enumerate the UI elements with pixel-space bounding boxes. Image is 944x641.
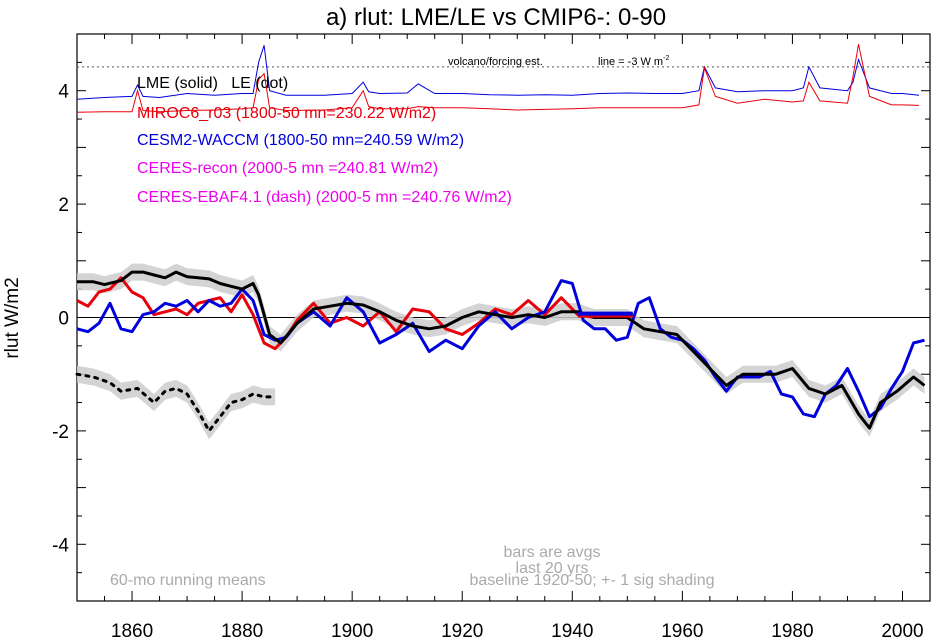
bars-note-2: last 20 yrs [516,560,589,577]
shading-le-dot [77,365,276,440]
x-tick-label: 1980 [771,621,813,641]
shading-lme-solid [77,263,925,437]
x-tick-label: 1860 [111,621,153,641]
bars-note-1: bars are avgs [504,544,601,561]
y-tick-label: 4 [58,82,69,103]
chart-title: a) rlut: LME/LE vs CMIP6-: 0-90 [326,4,666,31]
annotations: volcano/forcing est. line = -3 W m-2 bar… [110,55,715,589]
legend-entry-ceres-ebaf: CERES-EBAF4.1 (dash) (2000-5 mn =240.76 … [137,189,512,206]
legend-entry-miroc6: MIROC6_r03 (1800-50 mn=230.22 W/m2) [137,105,436,122]
y-tick-label: 0 [58,309,69,330]
volcano-line-label-text: line = -3 W m [598,56,663,68]
running-means-note: 60-mo running means [110,572,266,589]
y-tick-label: -2 [52,422,69,443]
legend: LME (solid) LE (dot) MIROC6_r03 (1800-50… [137,75,512,206]
baseline-note: baseline 1920-50; +- 1 sig shading [469,572,714,589]
x-tick-label: 1940 [551,621,593,641]
y-tick-label: -4 [52,535,69,556]
volcano-label: volcano/forcing est. [448,56,543,68]
legend-entry-cesm2-waccm: CESM2-WACCM (1800-50 mn=240.59 W/m2) [137,132,464,149]
series-line-le-dot [75,372,277,433]
x-tick-label: 1920 [441,621,483,641]
legend-entry-lme-le: LME (solid) LE (dot) [137,75,288,92]
x-tick-label: 1880 [221,621,263,641]
series-line-miroc6-r03 [76,276,628,351]
x-tick-label: 1960 [661,621,703,641]
forcing-line-volcano-forcing-est-red [76,44,920,113]
forcing-line-volcano-forcing-est-blue [76,45,920,100]
x-tick-label: 1900 [331,621,373,641]
y-axis-label: rlut W/m2 [2,277,23,358]
y-tick-label: 2 [58,195,69,216]
volcano-line-label-sup: -2 [663,55,669,62]
volcano-line-label: line = -3 W m-2 [598,55,669,68]
plot-area: -4 -2 0 2 4 1860 1880 1900 1920 1940 1960 1980 2000 [52,33,931,641]
series-line-lme-solid [77,270,926,430]
legend-entry-ceres-recon: CERES-recon (2000-5 mn =240.81 W/m2) [137,160,438,177]
x-tick-label: 2000 [881,621,923,641]
